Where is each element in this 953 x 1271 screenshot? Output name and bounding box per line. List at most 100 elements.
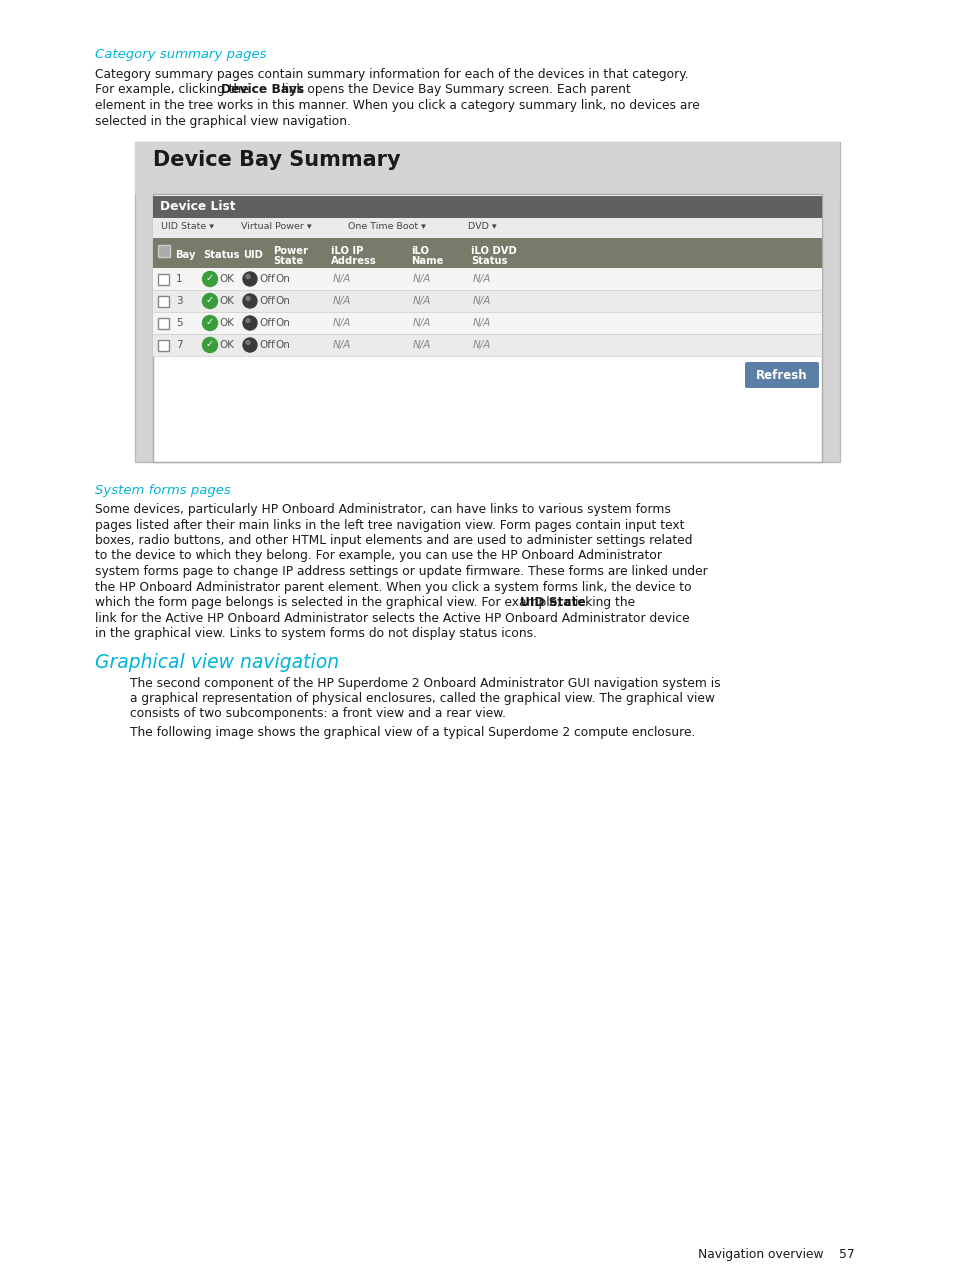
Text: UID: UID [243, 250, 263, 261]
Text: link for the Active HP Onboard Administrator selects the Active HP Onboard Admin: link for the Active HP Onboard Administr… [95, 611, 689, 624]
Text: N/A: N/A [413, 275, 431, 283]
Text: ✓: ✓ [206, 339, 213, 350]
Text: N/A: N/A [473, 275, 491, 283]
Text: System forms pages: System forms pages [95, 484, 231, 497]
Text: system forms page to change IP address settings or update firmware. These forms : system forms page to change IP address s… [95, 566, 707, 578]
Text: Device Bays: Device Bays [221, 84, 304, 97]
Bar [152, 238, 821, 268]
Text: N/A: N/A [333, 296, 351, 306]
Circle shape [246, 296, 250, 300]
Text: Some devices, particularly HP Onboard Administrator, can have links to various s: Some devices, particularly HP Onboard Ad… [95, 503, 670, 516]
Text: iLO IP: iLO IP [331, 247, 363, 255]
Text: OK: OK [219, 275, 233, 283]
Circle shape [243, 316, 256, 330]
Text: OK: OK [219, 318, 233, 328]
Text: Status: Status [203, 250, 239, 261]
Text: N/A: N/A [333, 318, 351, 328]
Text: 1: 1 [175, 275, 182, 283]
Bar [158, 296, 169, 308]
Text: On: On [274, 275, 290, 283]
Circle shape [243, 272, 256, 286]
Text: iLO DVD: iLO DVD [471, 247, 517, 255]
Text: Address: Address [331, 255, 376, 266]
Text: in the graphical view. Links to system forms do not display status icons.: in the graphical view. Links to system f… [95, 627, 537, 641]
Text: ✓: ✓ [206, 295, 213, 305]
Text: DVD ▾: DVD ▾ [468, 222, 497, 231]
Text: a graphical representation of physical enclosures, called the graphical view. Th: a graphical representation of physical e… [130, 691, 714, 705]
Circle shape [243, 294, 256, 308]
Circle shape [202, 272, 217, 286]
Text: The second component of the HP Superdome 2 Onboard Administrator GUI navigation : The second component of the HP Superdome… [130, 676, 720, 689]
Bar [135, 142, 840, 194]
Circle shape [202, 338, 217, 352]
Text: the HP Onboard Administrator parent element. When you click a system forms link,: the HP Onboard Administrator parent elem… [95, 581, 691, 594]
Text: 5: 5 [175, 318, 182, 328]
Text: Category summary pages: Category summary pages [95, 48, 266, 61]
Text: Off: Off [258, 296, 274, 306]
Text: Refresh: Refresh [756, 369, 807, 383]
Text: On: On [274, 341, 290, 350]
Bar [158, 245, 170, 257]
Text: The following image shows the graphical view of a typical Superdome 2 compute en: The following image shows the graphical … [130, 726, 695, 738]
Circle shape [202, 315, 217, 330]
Text: Name: Name [411, 255, 443, 266]
Text: Navigation overview    57: Navigation overview 57 [698, 1248, 854, 1261]
Text: 7: 7 [175, 341, 182, 350]
Text: Graphical view navigation: Graphical view navigation [95, 652, 338, 671]
Text: UID State: UID State [520, 596, 585, 609]
Text: One Time Boot ▾: One Time Boot ▾ [348, 222, 425, 231]
Bar [152, 219, 821, 238]
FancyBboxPatch shape [744, 362, 818, 388]
Text: N/A: N/A [413, 318, 431, 328]
Text: State: State [273, 255, 303, 266]
Text: link opens the Device Bay Summary screen. Each parent: link opens the Device Bay Summary screen… [278, 84, 630, 97]
Text: UID State ▾: UID State ▾ [161, 222, 213, 231]
Text: Off: Off [258, 275, 274, 283]
Text: pages listed after their main links in the left tree navigation view. Form pages: pages listed after their main links in t… [95, 519, 684, 531]
Text: N/A: N/A [473, 318, 491, 328]
Text: Device List: Device List [160, 200, 235, 214]
Text: N/A: N/A [413, 296, 431, 306]
Text: Device Bay Summary: Device Bay Summary [152, 150, 400, 170]
Text: N/A: N/A [413, 341, 431, 350]
Text: N/A: N/A [473, 341, 491, 350]
Text: to the device to which they belong. For example, you can use the HP Onboard Admi: to the device to which they belong. For … [95, 549, 661, 563]
Text: N/A: N/A [333, 341, 351, 350]
Text: element in the tree works in this manner. When you click a category summary link: element in the tree works in this manner… [95, 99, 699, 112]
Bar [158, 341, 169, 351]
Text: boxes, radio buttons, and other HTML input elements and are used to administer s: boxes, radio buttons, and other HTML inp… [95, 534, 692, 547]
Text: iLO: iLO [411, 247, 429, 255]
Circle shape [243, 338, 256, 352]
Text: consists of two subcomponents: a front view and a rear view.: consists of two subcomponents: a front v… [130, 708, 505, 721]
Text: Virtual Power ▾: Virtual Power ▾ [241, 222, 312, 231]
Text: For example, clicking the: For example, clicking the [95, 84, 253, 97]
Bar [135, 142, 840, 461]
Text: N/A: N/A [473, 296, 491, 306]
Text: On: On [274, 318, 290, 328]
Bar [152, 194, 821, 461]
Bar [152, 290, 821, 311]
Text: Off: Off [258, 341, 274, 350]
Text: OK: OK [219, 296, 233, 306]
Text: ✓: ✓ [206, 273, 213, 283]
Text: N/A: N/A [333, 275, 351, 283]
Circle shape [202, 294, 217, 309]
Text: Off: Off [258, 318, 274, 328]
Circle shape [246, 341, 250, 344]
Bar [152, 334, 821, 356]
Bar [158, 275, 169, 285]
Text: ✓: ✓ [206, 316, 213, 327]
Text: Status: Status [471, 255, 507, 266]
Bar [152, 196, 821, 219]
Bar [152, 268, 821, 290]
Bar [152, 311, 821, 334]
Text: OK: OK [219, 341, 233, 350]
Text: 3: 3 [175, 296, 182, 306]
Text: Category summary pages contain summary information for each of the devices in th: Category summary pages contain summary i… [95, 69, 688, 81]
Text: Bay: Bay [174, 250, 195, 261]
Circle shape [246, 319, 250, 323]
Text: Power: Power [273, 247, 308, 255]
Circle shape [246, 275, 250, 278]
Text: selected in the graphical view navigation.: selected in the graphical view navigatio… [95, 114, 351, 127]
Bar [158, 318, 169, 329]
